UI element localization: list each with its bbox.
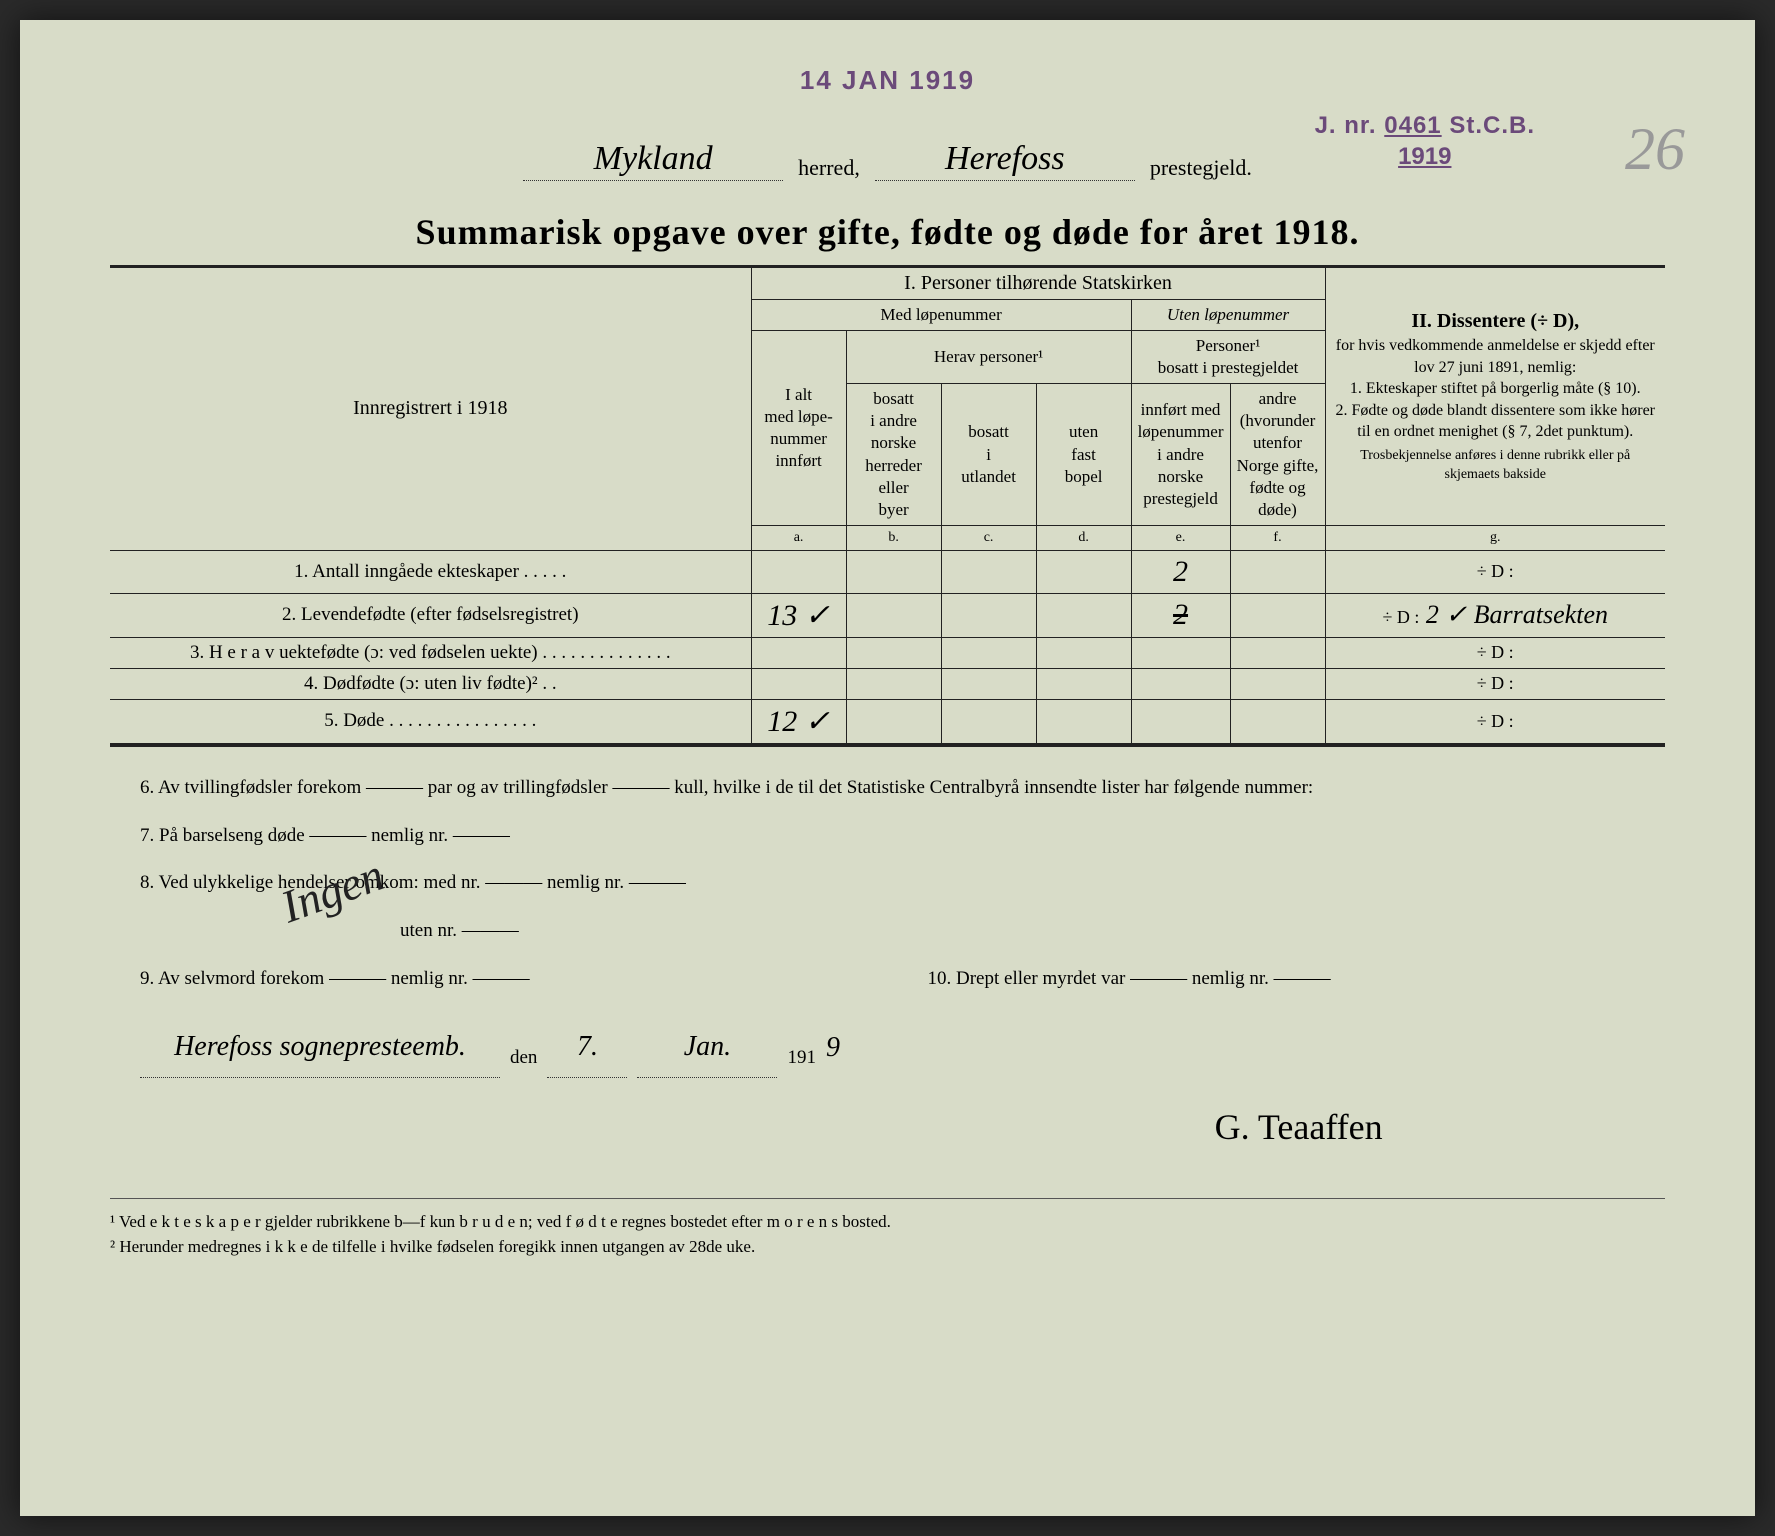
- table-row: 4. Dødfødte (ɔ: uten liv fødte)² . . ÷ D …: [110, 668, 1665, 699]
- lab-d: d.: [1036, 525, 1131, 550]
- med-lopenummer-header: Med løpenummer: [751, 300, 1131, 331]
- prestegjeld-label: prestegjeld.: [1150, 155, 1252, 181]
- herav-header: Herav personer¹: [846, 331, 1131, 384]
- footnotes: ¹ Ved e k t e s k a p e r gjelder rubrik…: [110, 1198, 1665, 1260]
- cell-a: 13 ✓: [751, 593, 846, 637]
- cell-f: [1230, 637, 1325, 668]
- cell-f: [1230, 550, 1325, 593]
- line-9: 9. Av selvmord forekom ——— nemlig nr. ——…: [140, 958, 848, 1000]
- cell-f: [1230, 593, 1325, 637]
- row-label: 3. H e r a v uektefødte (ɔ: ved fødselen…: [110, 637, 751, 668]
- cell-c: [941, 699, 1036, 743]
- lab-a: a.: [751, 525, 846, 550]
- cell-e: [1131, 668, 1230, 699]
- cell-c: [941, 637, 1036, 668]
- col-e-header: innført med løpenummer i andre norske pr…: [1131, 384, 1230, 526]
- cell-g: ÷ D : 2 ✓ Barratsekten: [1325, 593, 1665, 637]
- jnr-prefix: J. nr.: [1315, 112, 1377, 139]
- section-2-title: II. Dissentere (÷ D),: [1332, 308, 1660, 335]
- uten-lopenummer-header: Uten løpenummer: [1131, 300, 1325, 331]
- section-2-body: for hvis vedkommende anmeldelse er skjed…: [1332, 335, 1660, 443]
- cell-b: [846, 593, 941, 637]
- col-a-header: I alt med løpe- nummer innført: [751, 331, 846, 526]
- table-body: 1. Antall inngåede ekteskaper . . . . .2…: [110, 550, 1665, 743]
- cell-b: [846, 668, 941, 699]
- line-10: 10. Drept eller myrdet var ——— nemlig nr…: [928, 958, 1636, 1000]
- table-row: 2. Levendefødte (efter fødselsregistret)…: [110, 593, 1665, 637]
- cell-d: [1036, 637, 1131, 668]
- row-label: 2. Levendefødte (efter fødselsregistret): [110, 593, 751, 637]
- cell-f: [1230, 668, 1325, 699]
- line-6: 6. Av tvillingfødsler forekom ——— par og…: [140, 767, 1635, 809]
- lower-section: 6. Av tvillingfødsler forekom ——— par og…: [110, 747, 1665, 1168]
- cell-f: [1230, 699, 1325, 743]
- row-label: 5. Døde . . . . . . . . . . . . . . . .: [110, 699, 751, 743]
- date-month: Jan.: [637, 1016, 777, 1079]
- col-d-header: uten fast bopel: [1036, 384, 1131, 526]
- cell-c: [941, 668, 1036, 699]
- col-c-header: bosatt i utlandet: [941, 384, 1036, 526]
- table-row: 5. Døde . . . . . . . . . . . . . . . .1…: [110, 699, 1665, 743]
- lab-c: c.: [941, 525, 1036, 550]
- cell-b: [846, 637, 941, 668]
- footnote-2: ² Herunder medregnes i k k e de tilfelle…: [110, 1234, 1665, 1260]
- cell-g: ÷ D :: [1325, 637, 1665, 668]
- cell-b: [846, 550, 941, 593]
- section-2-header: II. Dissentere (÷ D), for hvis vedkommen…: [1325, 268, 1665, 525]
- cell-b: [846, 699, 941, 743]
- lab-e: e.: [1131, 525, 1230, 550]
- cell-g: ÷ D :: [1325, 699, 1665, 743]
- cell-a: [751, 668, 846, 699]
- cell-a: [751, 637, 846, 668]
- signature-line: Herefoss sognepresteemb. den 7. Jan. 191…: [140, 1016, 1635, 1079]
- page-number: 26: [1625, 115, 1685, 184]
- uten-sub-header: Personer¹ bosatt i prestegjeldet: [1131, 331, 1325, 384]
- date-day: 7.: [547, 1016, 627, 1079]
- cell-c: [941, 593, 1036, 637]
- col-f-header: andre (hvorunder utenfor Norge gifte, fø…: [1230, 384, 1325, 526]
- cell-c: [941, 550, 1036, 593]
- herred-field: Mykland: [523, 140, 783, 181]
- signature: G. Teaaffen: [962, 1088, 1635, 1167]
- jnr-number: 0461: [1384, 112, 1441, 139]
- section-2-tiny: Trosbekjennelse anføres i denne rubrikk …: [1332, 447, 1660, 485]
- col-innregistrert: Innregistrert i 1918: [110, 268, 751, 550]
- herred-label: herred,: [798, 155, 860, 181]
- cell-g: ÷ D :: [1325, 668, 1665, 699]
- col-b-header: bosatt i andre norske herreder eller bye…: [846, 384, 941, 526]
- year-prefix: 191: [787, 1037, 816, 1079]
- footnote-1: ¹ Ved e k t e s k a p e r gjelder rubrik…: [110, 1209, 1665, 1235]
- cell-a: 12 ✓: [751, 699, 846, 743]
- cell-e: 2: [1131, 550, 1230, 593]
- lab-f: f.: [1230, 525, 1325, 550]
- table-row: 1. Antall inngåede ekteskaper . . . . . 2…: [110, 550, 1665, 593]
- row-label: 4. Dødfødte (ɔ: uten liv fødte)² . .: [110, 668, 751, 699]
- date-stamp: 14 JAN 1919: [800, 65, 975, 96]
- row-label: 1. Antall inngåede ekteskaper . . . . .: [110, 550, 751, 593]
- main-table: Innregistrert i 1918 I. Personer tilhøre…: [110, 268, 1665, 744]
- document-paper: 14 JAN 1919 J. nr. 0461 St.C.B. 1919 26 …: [20, 20, 1755, 1516]
- document-title: Summarisk opgave over gifte, fødte og dø…: [110, 211, 1665, 253]
- cell-a: [751, 550, 846, 593]
- jnr-suffix: St.C.B.: [1449, 112, 1535, 139]
- den-label: den: [510, 1037, 537, 1079]
- jnr-year: 1919: [1315, 141, 1535, 172]
- section-1-header: I. Personer tilhørende Statskirken: [751, 268, 1325, 300]
- lab-g: g.: [1325, 525, 1665, 550]
- journal-number-stamp: J. nr. 0461 St.C.B. 1919: [1315, 110, 1535, 172]
- cell-e: 2: [1131, 593, 1230, 637]
- year-suffix: 9: [826, 1017, 840, 1079]
- prestegjeld-field: Herefoss: [875, 140, 1135, 181]
- place-field: Herefoss sognepresteemb.: [140, 1016, 500, 1079]
- cell-d: [1036, 668, 1131, 699]
- cell-g: ÷ D :: [1325, 550, 1665, 593]
- cell-d: [1036, 550, 1131, 593]
- table-row: 3. H e r a v uektefødte (ɔ: ved fødselen…: [110, 637, 1665, 668]
- cell-e: [1131, 699, 1230, 743]
- cell-d: [1036, 699, 1131, 743]
- cell-d: [1036, 593, 1131, 637]
- lab-b: b.: [846, 525, 941, 550]
- cell-e: [1131, 637, 1230, 668]
